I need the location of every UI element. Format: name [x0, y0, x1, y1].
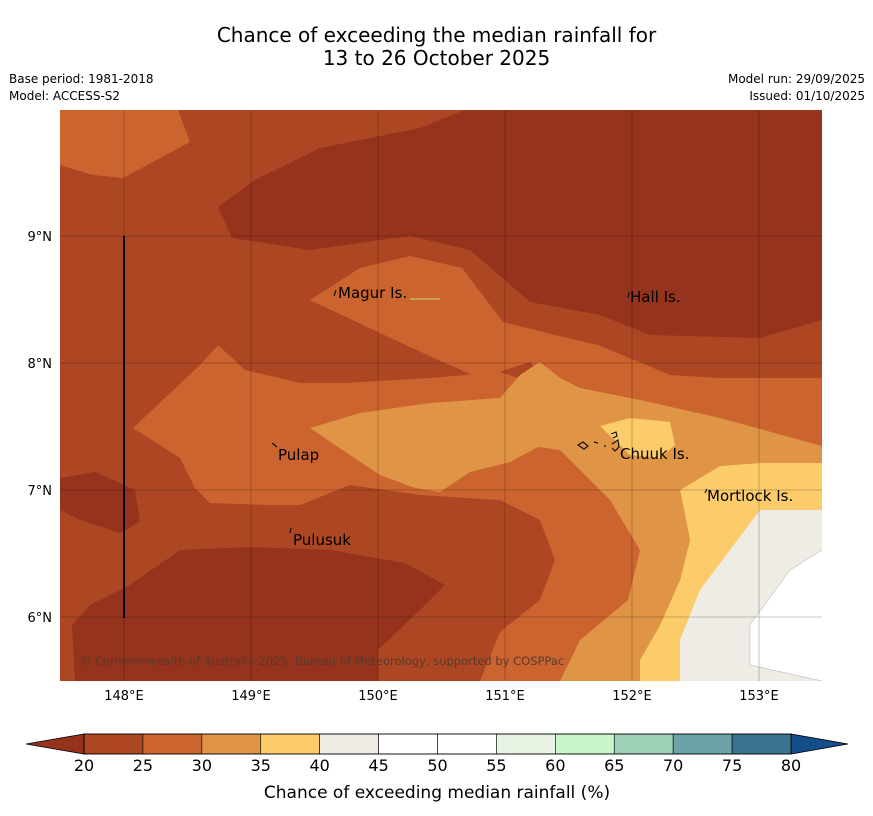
mortlock-island-outline	[704, 488, 708, 494]
lon-tick-151e: 151°E	[485, 689, 525, 704]
base-period: Base period: 1981-2018	[9, 72, 154, 86]
colorbar-tick-label: 45	[368, 756, 388, 775]
graticule	[60, 110, 822, 681]
colorbar-segment	[201, 733, 262, 755]
colorbar-segment	[83, 733, 144, 755]
colorbar-tick-label: 65	[604, 756, 624, 775]
colorbar-segment	[496, 733, 556, 755]
colorbar: 20 25 30 35 40 45 50 55 60 65 70 75 80 Chance of exc…	[25, 733, 849, 803]
lat-tick-6n: 6°N	[28, 611, 53, 626]
chuuk-island-outline	[576, 431, 620, 452]
region-below-20-west	[60, 472, 140, 533]
lon-tick-148e: 148°E	[104, 689, 144, 704]
place-label-magur: Magur Is.	[338, 284, 407, 302]
magur-island-outline	[333, 289, 337, 297]
colorbar-tick-label: 80	[781, 756, 801, 775]
colorbar-tick-label: 25	[133, 756, 153, 775]
colorbar-tick-label: 20	[74, 756, 94, 775]
place-label-hall: Hall Is.	[630, 288, 681, 306]
colorbar-segment	[319, 733, 379, 755]
colorbar-tick-label: 70	[663, 756, 683, 775]
colorbar-under-arrow	[25, 733, 85, 755]
place-label-mortlock: Mortlock Is.	[707, 487, 793, 505]
island-outlines	[271, 289, 708, 534]
colorbar-segment	[260, 733, 320, 755]
region-35-40-chuuk	[600, 418, 675, 458]
pulap-island-outline	[271, 442, 278, 448]
colorbar-tick-label: 60	[545, 756, 565, 775]
lat-tick-8n: 8°N	[28, 357, 53, 372]
issued-date: Issued: 01/10/2025	[749, 89, 865, 103]
colorbar-tick-label: 30	[192, 756, 212, 775]
lon-tick-152e: 152°E	[612, 689, 652, 704]
place-label-pulap: Pulap	[278, 446, 319, 464]
lat-tick-9n: 9°N	[28, 230, 53, 245]
region-25-30-central	[310, 256, 822, 446]
colorbar-tick-label: 35	[251, 756, 271, 775]
model-run: Model run: 29/09/2025	[727, 72, 865, 86]
map-title-line-2: 13 to 26 October 2025	[322, 46, 551, 70]
colorbar-segment	[613, 733, 674, 755]
pulusuk-island-outline	[289, 527, 292, 534]
colorbar-segment	[555, 733, 615, 755]
colorbar-tick-label: 75	[722, 756, 742, 775]
colorbar-segment	[142, 733, 203, 755]
map-title-line-1: Chance of exceeding the median rainfall …	[216, 23, 657, 47]
probability-map: Magur Is. Hall Is. Pulap Chuuk Is. Mortl…	[60, 110, 822, 681]
place-label-chuuk: Chuuk Is.	[620, 445, 689, 463]
colorbar-label: Chance of exceeding median rainfall (%)	[264, 783, 610, 803]
region-45-50	[750, 550, 822, 681]
region-below-20-north	[218, 110, 822, 338]
hall-island-outline	[627, 291, 630, 299]
colorbar-tick-label: 50	[427, 756, 447, 775]
region-30-35	[310, 362, 822, 681]
region-25-30-northwest	[60, 110, 190, 178]
lon-tick-150e: 150°E	[358, 689, 398, 704]
colorbar-segment	[672, 733, 733, 755]
lon-tick-149e: 149°E	[231, 689, 271, 704]
colorbar-segment	[731, 733, 792, 755]
colorbar-over-arrow	[790, 733, 849, 755]
place-label-pulusuk: Pulusuk	[293, 531, 351, 549]
colorbar-tick-label: 55	[486, 756, 506, 775]
model-name: Model: ACCESS-S2	[9, 89, 121, 103]
lon-tick-153e: 153°E	[739, 689, 779, 704]
copyright-notice: © Commonwealth of Australia 2025, Bureau…	[80, 654, 564, 668]
region-below-20-south	[72, 547, 445, 681]
lat-tick-7n: 7°N	[28, 484, 53, 499]
colorbar-segment	[437, 733, 497, 755]
colorbar-tick-label: 40	[309, 756, 329, 775]
colorbar-segment	[378, 733, 438, 755]
